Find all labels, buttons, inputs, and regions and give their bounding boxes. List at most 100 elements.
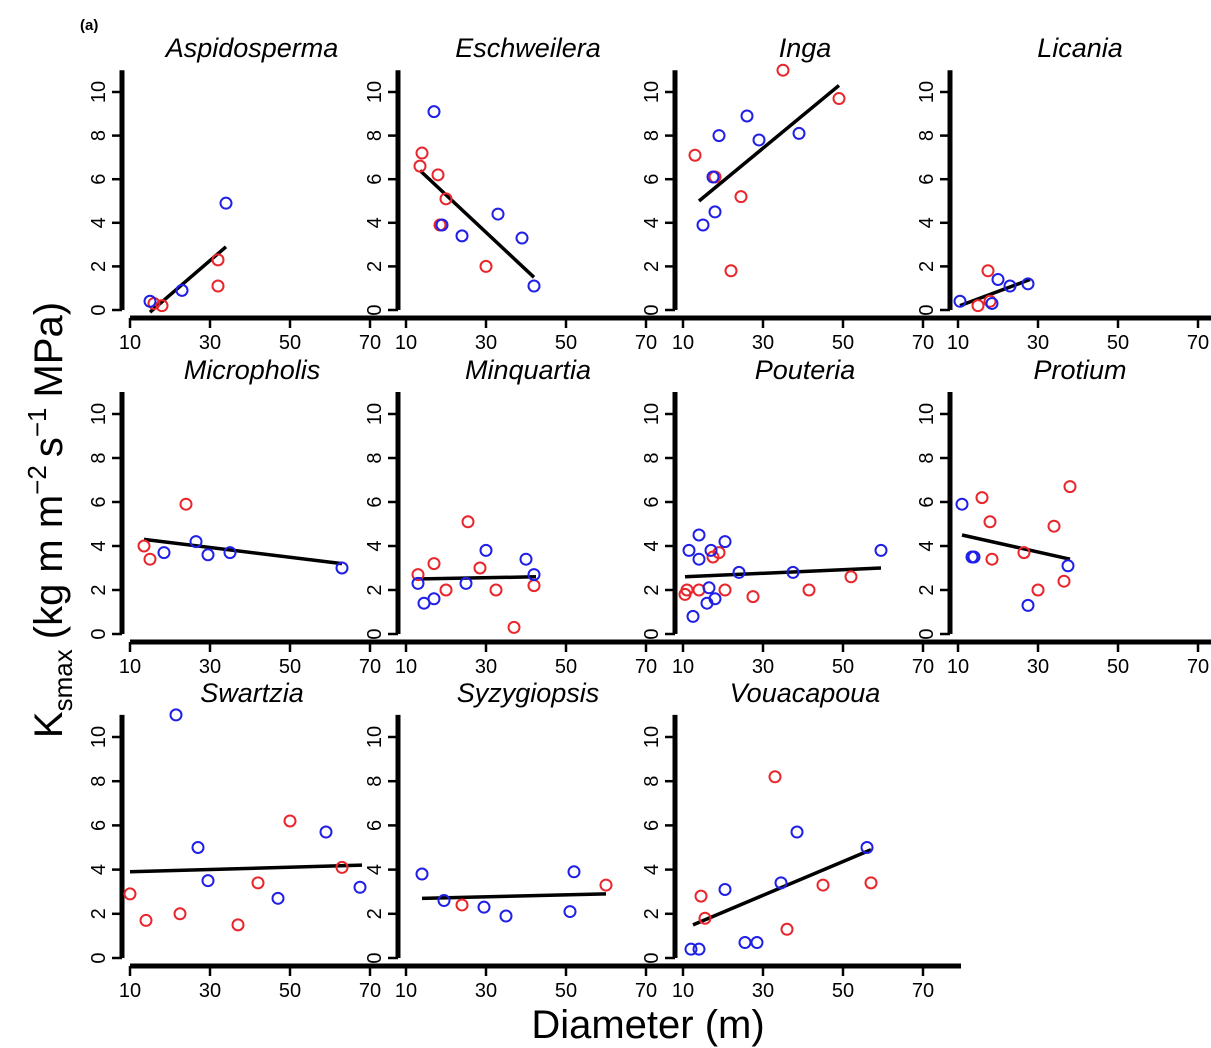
panel-title-inga: Inga [779, 33, 832, 63]
x-tick-label-licania-70: 70 [1187, 332, 1209, 354]
panel-title-eschweilera: Eschweilera [455, 33, 601, 63]
point-inga-red-2 [724, 264, 738, 278]
y-tick-label-licania-4: 4 [916, 217, 938, 228]
x-tick-label-protium-70: 70 [1187, 656, 1209, 678]
x-tick-label-swartzia-10: 10 [119, 980, 141, 1002]
x-axis-title: Diameter (m) [531, 1003, 764, 1047]
point-minquartia-blue-6 [527, 568, 541, 582]
y-axis-title-units: (kg m m [27, 495, 71, 639]
panel-minquartia: Minquartia 0 2 4 6 8 10 10 30 50 70 [364, 355, 684, 678]
point-inga-blue-0 [696, 218, 710, 232]
point-minquartia-red-0 [411, 568, 425, 582]
point-pouteria-blue-2 [692, 528, 706, 542]
y-tick-label-vouacapoua-8: 8 [641, 776, 663, 787]
y-tick-label-micropholis-2: 2 [88, 584, 110, 595]
x-tick-label-protium-10: 10 [947, 656, 969, 678]
point-vouacapoua-red-2 [768, 770, 782, 784]
point-vouacapoua-blue-2 [718, 882, 732, 896]
x-tick-label-protium-30: 30 [1027, 656, 1049, 678]
point-vouacapoua-red-5 [864, 876, 878, 890]
point-swartzia-red-5 [283, 814, 297, 828]
x-tick-label-micropholis-70: 70 [359, 656, 381, 678]
x-tick-label-inga-50: 50 [832, 332, 854, 354]
panel-title-protium: Protium [1033, 355, 1126, 385]
x-tick-label-swartzia-50: 50 [279, 980, 301, 1002]
fit-line-pouteria [684, 566, 882, 579]
y-tick-label-eschweilera-10: 10 [364, 81, 386, 103]
x-tick-label-syzygiopsis-50: 50 [555, 980, 577, 1002]
point-minquartia-blue-3 [459, 576, 473, 590]
point-syzygiopsis-blue-0 [415, 867, 429, 881]
point-swartzia-red-3 [231, 918, 245, 932]
point-inga-blue-4 [740, 109, 754, 123]
point-eschweilera-red-1 [415, 146, 429, 160]
y-tick-label-licania-6: 6 [916, 174, 938, 185]
point-swartzia-blue-0 [169, 708, 183, 722]
point-swartzia-red-2 [173, 907, 187, 921]
x-tick-label-pouteria-70: 70 [912, 656, 934, 678]
y-tick-label-eschweilera-8: 8 [364, 130, 386, 141]
point-minquartia-red-3 [461, 515, 475, 529]
point-licania-blue-4 [1021, 277, 1035, 291]
point-minquartia-red-1 [427, 557, 441, 571]
y-tick-label-pouteria-6: 6 [641, 496, 663, 507]
point-vouacapoua-red-3 [780, 922, 794, 936]
point-syzygiopsis-blue-1 [437, 894, 451, 908]
point-pouteria-red-4 [712, 546, 726, 560]
x-tick-label-vouacapoua-10: 10 [672, 980, 694, 1002]
y-tick-label-aspidosperma-10: 10 [88, 81, 110, 103]
fit-line-swartzia [129, 863, 363, 874]
point-micropholis-red-0 [137, 539, 151, 553]
point-vouacapoua-blue-6 [790, 825, 804, 839]
y-tick-label-vouacapoua-4: 4 [641, 864, 663, 875]
y-axis-title-tail: MPa) [27, 302, 71, 398]
fit-line-micropholis [143, 537, 343, 566]
point-inga-red-0 [688, 148, 702, 162]
y-tick-label-minquartia-6: 6 [364, 496, 386, 507]
y-tick-label-syzygiopsis-8: 8 [364, 776, 386, 787]
y-tick-label-syzygiopsis-6: 6 [364, 820, 386, 831]
point-syzygiopsis-blue-4 [563, 905, 577, 919]
point-minquartia-red-5 [489, 583, 503, 597]
point-pouteria-blue-7 [708, 592, 722, 606]
point-inga-red-4 [776, 63, 790, 77]
point-minquartia-red-4 [473, 561, 487, 575]
panel-protium: Protium 0 2 4 6 8 10 10 30 50 70 [916, 355, 1211, 678]
point-licania-red-2 [983, 294, 997, 308]
y-tick-label-licania-8: 8 [916, 130, 938, 141]
point-inga-blue-2 [708, 205, 722, 219]
panel-title-vouacapoua: Vouacapoua [730, 678, 881, 708]
panel-micropholis: Micropholis 0 2 4 6 8 10 10 30 50 70 [88, 355, 408, 678]
y-tick-label-syzygiopsis-10: 10 [364, 726, 386, 748]
point-eschweilera-blue-1 [435, 218, 449, 232]
point-licania-blue-0 [953, 294, 967, 308]
point-pouteria-blue-0 [682, 543, 696, 557]
y-axis-title-superscript-2: −1 [22, 408, 52, 438]
point-vouacapoua-blue-3 [738, 936, 752, 950]
panel-aspidosperma: Aspidosperma 0 2 4 6 8 10 10 30 50 70 [88, 33, 408, 354]
y-tick-label-aspidosperma-2: 2 [88, 261, 110, 272]
y-tick-label-licania-10: 10 [916, 81, 938, 103]
x-tick-label-minquartia-70: 70 [635, 656, 657, 678]
y-tick-label-vouacapoua-2: 2 [641, 908, 663, 919]
point-swartzia-blue-5 [353, 880, 367, 894]
point-eschweilera-red-0 [413, 159, 427, 173]
x-tick-label-protium-50: 50 [1107, 656, 1129, 678]
point-licania-red-1 [981, 264, 995, 278]
y-axis-title-k: K [27, 711, 71, 738]
y-tick-label-swartzia-4: 4 [88, 864, 110, 875]
panel-vouacapoua: Vouacapoua 0 2 4 6 8 10 10 30 50 70 [641, 678, 961, 1002]
point-vouacapoua-red-1 [698, 911, 712, 925]
x-tick-label-swartzia-30: 30 [199, 980, 221, 1002]
y-tick-label-protium-2: 2 [916, 584, 938, 595]
point-pouteria-red-5 [718, 583, 732, 597]
y-tick-label-pouteria-10: 10 [641, 403, 663, 425]
point-pouteria-blue-6 [704, 543, 718, 557]
y-tick-label-inga-2: 2 [641, 261, 663, 272]
point-aspidosperma-red-3 [211, 279, 225, 293]
y-tick-label-vouacapoua-0: 0 [641, 952, 663, 963]
point-protium-blue-2 [967, 550, 981, 564]
point-aspidosperma-red-1 [155, 299, 169, 313]
y-tick-label-micropholis-6: 6 [88, 496, 110, 507]
y-tick-label-syzygiopsis-0: 0 [364, 952, 386, 963]
